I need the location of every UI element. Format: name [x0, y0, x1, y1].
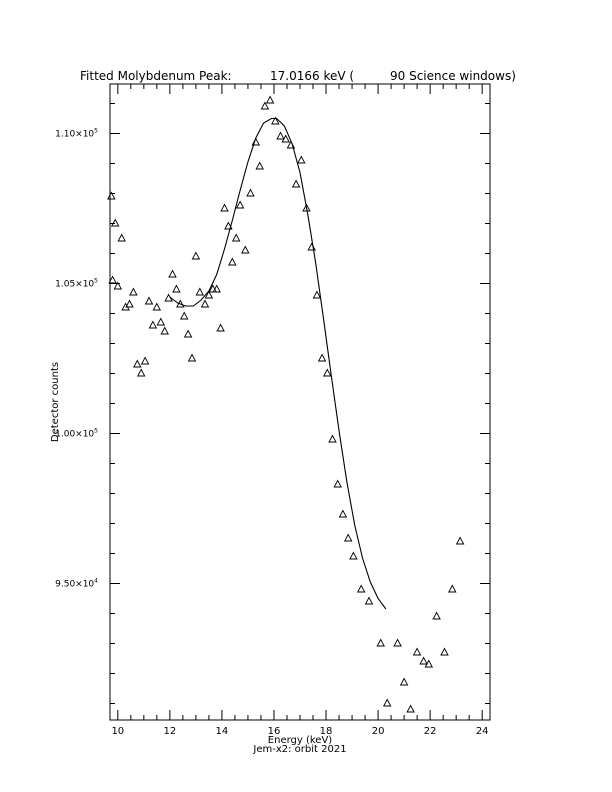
data-point [432, 611, 441, 620]
data-point [108, 275, 117, 284]
data-point [144, 296, 154, 305]
data-point [117, 233, 126, 242]
data-point [349, 551, 358, 560]
data-point [228, 257, 237, 266]
data-point [317, 353, 327, 362]
data-point [156, 317, 166, 326]
data-point [241, 245, 250, 254]
title-part-2: 17.0166 keV ( [270, 69, 354, 83]
data-point [448, 584, 457, 593]
data-point [246, 188, 255, 197]
y-tick-label: 1.05×105 [55, 278, 98, 290]
data-point [419, 656, 428, 665]
data-point [333, 479, 342, 488]
data-point [356, 584, 366, 593]
data-point [424, 659, 434, 668]
data-point [412, 647, 422, 656]
data-point [125, 299, 134, 308]
data-point [328, 434, 337, 443]
data-point [297, 155, 306, 164]
data-point [152, 302, 162, 311]
data-point [107, 191, 116, 200]
data-point [113, 281, 123, 290]
data-point [187, 353, 197, 362]
data-point [376, 638, 385, 647]
data-point [343, 533, 353, 542]
data-point [191, 251, 201, 260]
data-point [176, 299, 185, 308]
footnote: Jem-x2: orbit 2021 [252, 744, 346, 755]
data-point [235, 200, 245, 209]
data-point [129, 287, 138, 296]
data-point [260, 101, 270, 110]
data-point [338, 509, 348, 518]
data-point [110, 218, 120, 227]
data-point [455, 536, 465, 545]
data-point [200, 299, 210, 308]
data-point [265, 95, 275, 104]
data-point [276, 131, 285, 140]
data-points [107, 95, 465, 713]
x-tick-label: 22 [424, 726, 437, 737]
data-point [312, 290, 322, 299]
title-part-3: 90 Science windows) [390, 69, 516, 83]
data-point [440, 647, 449, 656]
y-tick-labels: 9.50×104 1.00×105 1.05×105 1.10×105 [55, 128, 98, 590]
y-tick-label: 1.00×105 [55, 428, 98, 440]
data-point [255, 161, 264, 170]
data-point [399, 677, 409, 686]
y-axis-label: Detector counts [50, 362, 61, 442]
data-point [382, 698, 392, 707]
x-tick-label: 12 [163, 726, 176, 737]
data-point [160, 326, 169, 335]
data-point [168, 269, 177, 278]
axis-ticks [110, 84, 490, 720]
data-point [291, 179, 301, 188]
y-tick-label: 1.10×105 [55, 128, 98, 140]
plot-frame [109, 83, 491, 721]
data-point [212, 284, 221, 293]
data-point [271, 116, 280, 125]
data-point [136, 368, 146, 377]
data-point [302, 203, 311, 212]
chart-title: Fitted Molybdenum Peak: 17.0166 keV ( 90… [80, 69, 516, 83]
data-point [231, 233, 241, 242]
data-point [179, 311, 189, 320]
data-point [364, 596, 374, 605]
x-tick-labels: 10 12 14 16 18 20 22 24 [111, 726, 488, 737]
data-point [195, 287, 205, 296]
data-point [251, 137, 261, 146]
data-point [183, 329, 193, 338]
x-tick-label: 16 [268, 726, 281, 737]
x-tick-label: 10 [111, 726, 124, 737]
data-point [393, 638, 402, 647]
data-point [164, 293, 173, 302]
x-tick-label: 24 [476, 726, 489, 737]
data-point [172, 284, 181, 293]
data-point [286, 140, 296, 149]
data-point [216, 323, 225, 332]
data-point [204, 290, 214, 299]
data-point [307, 242, 316, 251]
data-point [133, 359, 142, 368]
data-point [224, 221, 233, 230]
fit-curve [169, 117, 387, 610]
title-part-1: Fitted Molybdenum Peak: [80, 69, 232, 83]
x-tick-label: 20 [372, 726, 385, 737]
data-point [281, 134, 290, 143]
x-tick-label: 14 [216, 726, 229, 737]
data-point [140, 356, 150, 365]
x-axis-label: Energy (keV) [268, 735, 333, 746]
data-point [148, 320, 158, 329]
y-tick-label: 9.50×104 [55, 578, 98, 590]
data-point [220, 203, 229, 212]
x-tick-label: 18 [320, 726, 333, 737]
data-point [323, 368, 332, 377]
data-point [406, 704, 415, 713]
